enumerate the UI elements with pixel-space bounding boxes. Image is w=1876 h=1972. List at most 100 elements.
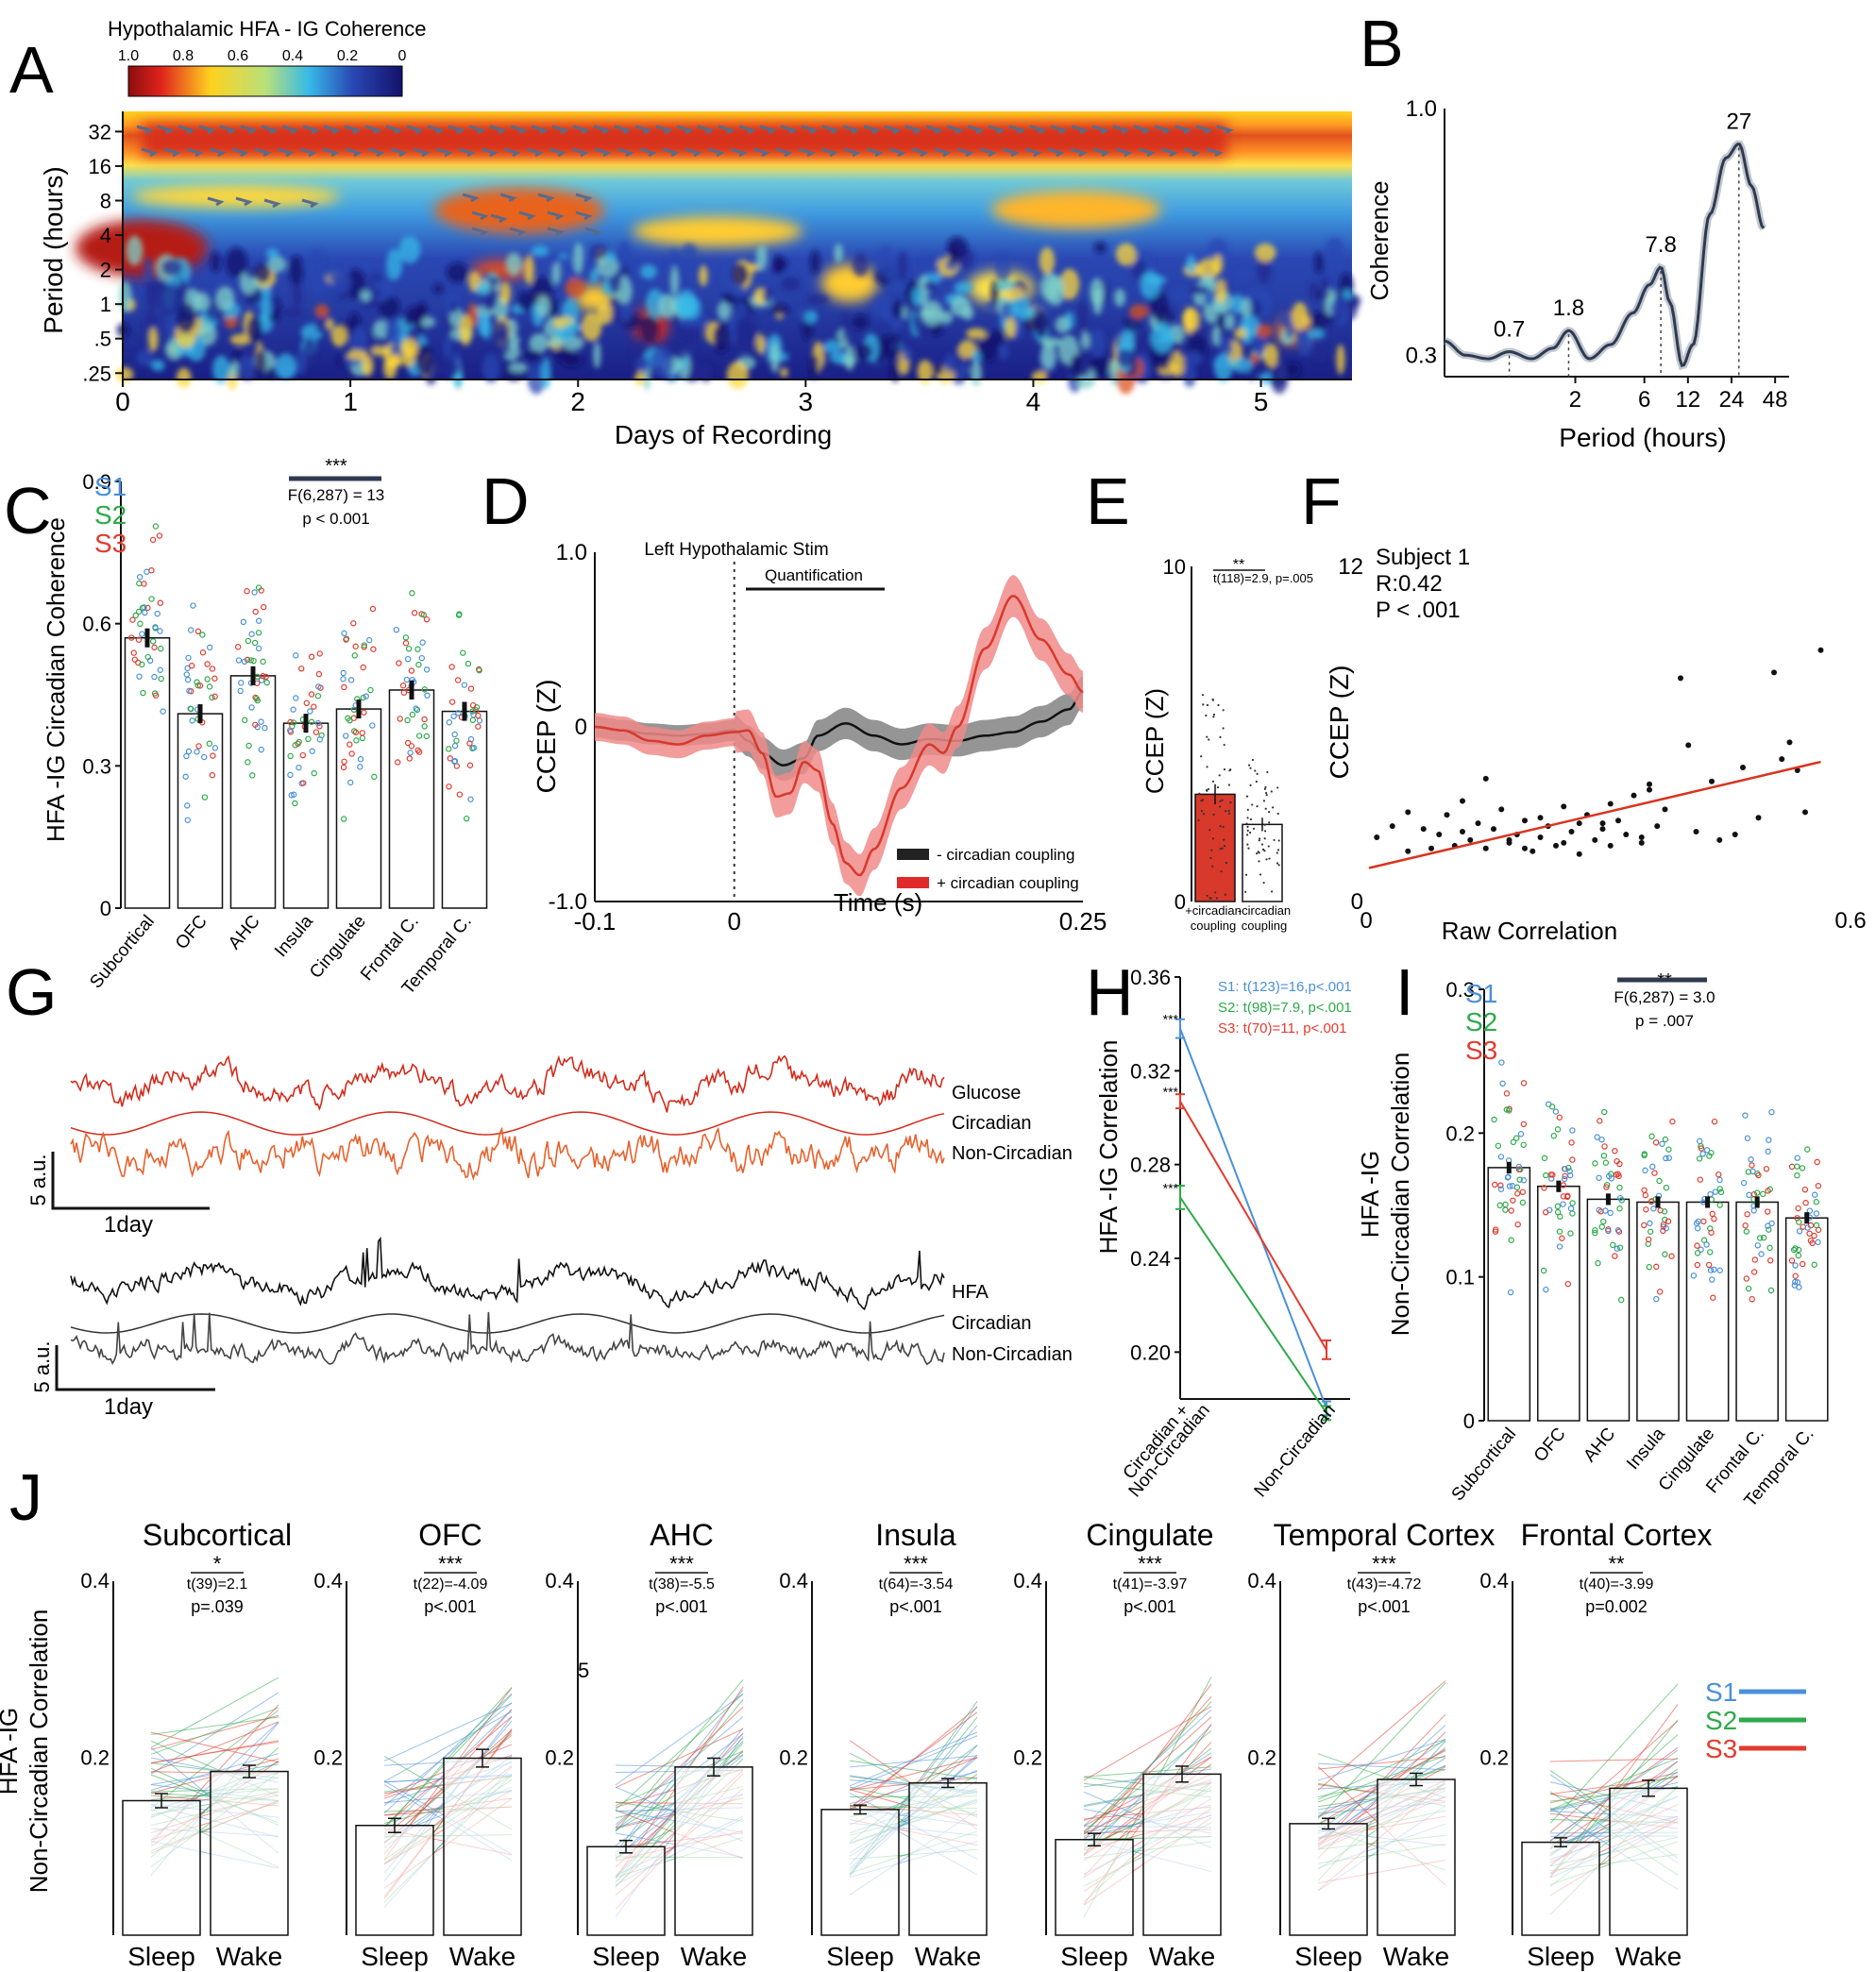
heatmap-spot: [917, 360, 933, 384]
data-point: [451, 758, 458, 765]
heatmap-spot: [948, 244, 960, 264]
noncircadian-trace-bottom: [70, 1311, 945, 1366]
heatmap-spot: [1039, 273, 1060, 301]
heatmap-spot: [229, 361, 240, 379]
phase-arrow: [207, 196, 225, 207]
data-point: [423, 733, 431, 740]
colorbar: [127, 65, 403, 97]
phase-arrow: [821, 125, 839, 135]
y-tick-label: 10: [1163, 555, 1186, 579]
data-point: [1712, 1188, 1719, 1195]
phase-arrow: [219, 125, 237, 135]
heatmap-spot: [150, 360, 165, 372]
data-point: [400, 689, 408, 696]
legend-j-s2: S2: [1705, 1706, 1737, 1735]
scale-y-bottom: 5 a.u.: [30, 1340, 54, 1392]
heatmap-spot: [881, 334, 902, 361]
heatmap-spot: [1023, 315, 1041, 331]
subject-pair-line: [1317, 1756, 1446, 1770]
phase-arrow: [281, 125, 299, 135]
heatmap-spot: [1040, 336, 1062, 347]
panel-letter-h: H: [1086, 955, 1134, 1029]
data-point: [255, 584, 262, 591]
heatmap-spot: [420, 316, 436, 328]
data-point: [1510, 1197, 1516, 1204]
phase-arrow: [458, 147, 476, 158]
data-point: [340, 676, 346, 683]
heatmap-spot: [326, 318, 334, 330]
circadian-trace-bottom: [70, 1313, 945, 1334]
data-point: [1656, 1289, 1664, 1295]
data-point: [1600, 1153, 1608, 1159]
subject-pair-line: [849, 1755, 978, 1768]
data-point: [1716, 1186, 1723, 1192]
heatmap-spot: [565, 278, 585, 298]
panel-d: 1.0 0 -1.0-0.1 0 0.25 Left Hypothalamic Stim…: [532, 540, 1107, 935]
data-point: [1788, 1257, 1796, 1264]
data-point: [1804, 1224, 1811, 1231]
data-point: [139, 631, 145, 637]
data-point: [1257, 851, 1259, 853]
data-point: [1668, 1253, 1675, 1259]
data-point: [1219, 825, 1222, 828]
legend-swatch-plus: [897, 877, 929, 888]
heatmap-spot: [682, 243, 698, 260]
data-point: [1792, 1262, 1799, 1269]
data-point: [1245, 795, 1249, 798]
data-point: [414, 646, 421, 652]
data-point: [158, 675, 164, 683]
heatmap-spot: [1215, 278, 1226, 305]
data-point: [1227, 784, 1230, 786]
phase-arrow: [730, 147, 748, 158]
data-point: [1707, 1249, 1714, 1256]
data-point: [209, 771, 216, 779]
data-point: [1715, 1171, 1722, 1178]
subject-pair-line: [1317, 1682, 1446, 1819]
data-point: [132, 612, 139, 619]
x-tick-label: 0: [727, 907, 740, 935]
data-point: [1276, 851, 1278, 854]
data-point: [1794, 1279, 1801, 1286]
subject-pair-line: [1549, 1758, 1679, 1762]
heatmap-spot: [640, 264, 657, 279]
data-point: [1750, 1269, 1758, 1275]
data-point: [1795, 1205, 1801, 1212]
colorbar-tick-label: 0.6: [228, 48, 248, 64]
y-tick-label: 0.36: [1130, 966, 1171, 989]
data-point: [314, 719, 322, 727]
scatter-point: [1561, 803, 1567, 810]
data-point: [1716, 1176, 1723, 1184]
panel-j-ylabel-2: Non-Circadian Correlation: [25, 1610, 53, 1894]
heatmap-spot: [540, 357, 551, 390]
bar: [1242, 823, 1283, 902]
data-point: [1258, 839, 1260, 842]
p-label: p=.039: [191, 1597, 244, 1616]
data-point: [1519, 1188, 1527, 1195]
data-point: [1756, 1235, 1764, 1241]
phase-arrow: [843, 147, 861, 158]
bar: [908, 1782, 988, 1936]
x-tick-label: 2: [1569, 387, 1581, 413]
data-point: [1564, 1192, 1571, 1200]
data-point: [448, 699, 456, 705]
data-point: [461, 682, 468, 688]
y-tick-label: 8: [100, 189, 111, 212]
heatmap-spot: [988, 329, 1006, 347]
scatter-point: [1786, 739, 1793, 746]
y-tick-label: 2: [100, 259, 111, 282]
data-point: [1229, 768, 1232, 771]
heatmap-spot: [797, 308, 805, 322]
data-point: [1697, 1176, 1704, 1183]
coherence-line: [1444, 143, 1766, 368]
data-point: [1665, 1155, 1673, 1161]
phase-arrow: [299, 147, 317, 158]
phase-arrow: [322, 147, 340, 158]
data-point: [1208, 829, 1211, 832]
label-glucose: Glucose: [952, 1083, 1021, 1104]
phase-arrow: [1071, 125, 1089, 135]
y-tick-label: 0: [1463, 1409, 1475, 1433]
peak-label: 0.7: [1494, 317, 1525, 343]
data-point: [184, 665, 191, 672]
phase-arrow: [489, 125, 507, 135]
